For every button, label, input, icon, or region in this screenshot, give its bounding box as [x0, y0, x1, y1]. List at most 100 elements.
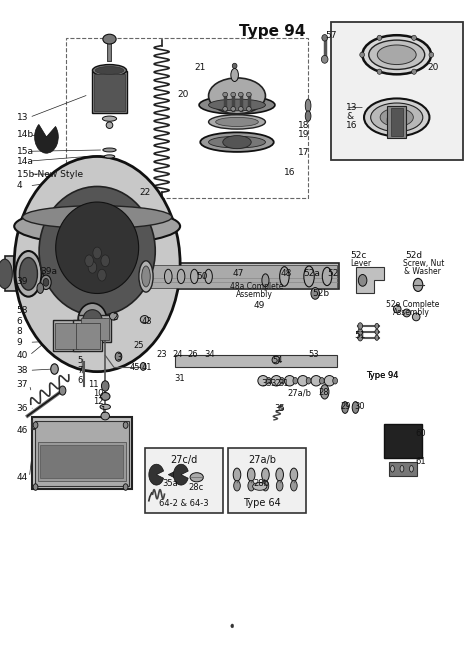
Ellipse shape [293, 378, 298, 384]
Ellipse shape [14, 208, 180, 244]
Bar [95, 160, 103, 177]
Text: 26: 26 [188, 349, 198, 359]
Ellipse shape [140, 363, 146, 370]
Ellipse shape [413, 278, 423, 291]
Ellipse shape [55, 202, 138, 293]
Ellipse shape [306, 378, 311, 384]
Ellipse shape [311, 376, 321, 386]
Ellipse shape [411, 69, 417, 74]
Text: 35a: 35a [162, 479, 178, 488]
Text: 52e Complete: 52e Complete [386, 300, 440, 309]
Text: 30: 30 [355, 402, 365, 411]
Ellipse shape [231, 68, 238, 82]
Text: 21: 21 [194, 63, 206, 72]
Text: 64-2 & 64-3: 64-2 & 64-3 [159, 499, 208, 508]
Ellipse shape [115, 352, 122, 361]
Ellipse shape [103, 148, 116, 152]
Ellipse shape [33, 484, 38, 490]
Text: 45: 45 [129, 363, 140, 372]
Ellipse shape [231, 624, 234, 628]
Ellipse shape [93, 247, 101, 259]
Text: 61: 61 [415, 457, 426, 466]
Ellipse shape [321, 55, 328, 63]
Ellipse shape [377, 35, 382, 40]
Ellipse shape [83, 310, 102, 329]
Ellipse shape [102, 116, 117, 121]
Text: Type 64: Type 64 [243, 498, 281, 509]
Ellipse shape [101, 381, 109, 391]
Text: 5: 5 [77, 356, 82, 365]
Ellipse shape [271, 376, 282, 386]
Text: Assembly: Assembly [236, 289, 273, 299]
Text: Type 94: Type 94 [239, 23, 306, 39]
Text: 13: 13 [346, 103, 357, 112]
Ellipse shape [209, 115, 265, 129]
Text: 29: 29 [341, 402, 351, 411]
Text: Type 94: Type 94 [366, 371, 399, 380]
Text: Lever: Lever [350, 259, 371, 268]
Ellipse shape [164, 269, 172, 284]
Text: 43: 43 [141, 317, 152, 326]
Text: 20: 20 [428, 63, 439, 72]
Ellipse shape [0, 259, 12, 289]
Ellipse shape [304, 266, 314, 287]
Ellipse shape [85, 255, 93, 267]
Ellipse shape [358, 274, 367, 286]
Text: 52d: 52d [406, 251, 423, 260]
Ellipse shape [177, 269, 185, 284]
Text: 12: 12 [93, 397, 103, 406]
Ellipse shape [262, 481, 269, 491]
Ellipse shape [410, 466, 413, 472]
Text: 27c/d: 27c/d [170, 455, 197, 466]
Ellipse shape [291, 481, 297, 491]
Text: 2: 2 [112, 313, 118, 322]
Ellipse shape [400, 466, 404, 472]
Text: 31: 31 [174, 374, 185, 383]
Text: 17: 17 [298, 148, 309, 157]
Ellipse shape [205, 269, 212, 284]
Ellipse shape [190, 473, 203, 482]
Ellipse shape [375, 335, 379, 340]
Ellipse shape [100, 393, 110, 400]
Bar [55, 323, 78, 349]
Ellipse shape [375, 329, 379, 334]
Text: 47: 47 [232, 269, 244, 278]
Text: 38: 38 [17, 366, 28, 375]
Ellipse shape [101, 255, 109, 267]
Text: 20: 20 [178, 90, 189, 99]
Ellipse shape [234, 481, 240, 491]
Text: 40: 40 [17, 351, 28, 360]
Text: 14a: 14a [17, 156, 34, 166]
Text: 9: 9 [17, 338, 22, 347]
Ellipse shape [209, 78, 265, 113]
Ellipse shape [223, 106, 228, 111]
Ellipse shape [15, 251, 41, 297]
Text: 23: 23 [156, 349, 167, 359]
Ellipse shape [22, 206, 172, 229]
Ellipse shape [311, 288, 319, 299]
Text: 51: 51 [355, 331, 366, 340]
Text: 27a/b: 27a/b [287, 388, 311, 397]
Bar [145, 448, 223, 513]
Ellipse shape [272, 356, 280, 364]
Text: 35: 35 [274, 404, 284, 413]
Ellipse shape [199, 96, 275, 114]
Text: 32: 32 [270, 379, 281, 388]
Ellipse shape [380, 108, 413, 126]
Text: 13: 13 [17, 113, 28, 122]
Bar [141, 265, 337, 288]
Text: 36: 36 [17, 404, 28, 413]
Ellipse shape [276, 468, 283, 481]
Bar [53, 320, 81, 351]
Text: 53: 53 [309, 349, 319, 359]
Text: 16: 16 [346, 121, 357, 130]
Text: 34: 34 [204, 349, 214, 359]
Ellipse shape [238, 92, 243, 97]
Bar [389, 462, 417, 476]
Ellipse shape [375, 323, 379, 329]
Bar [78, 315, 111, 342]
Bar [5, 256, 31, 291]
Ellipse shape [393, 305, 401, 313]
Text: 33: 33 [262, 379, 273, 388]
Ellipse shape [123, 484, 128, 490]
